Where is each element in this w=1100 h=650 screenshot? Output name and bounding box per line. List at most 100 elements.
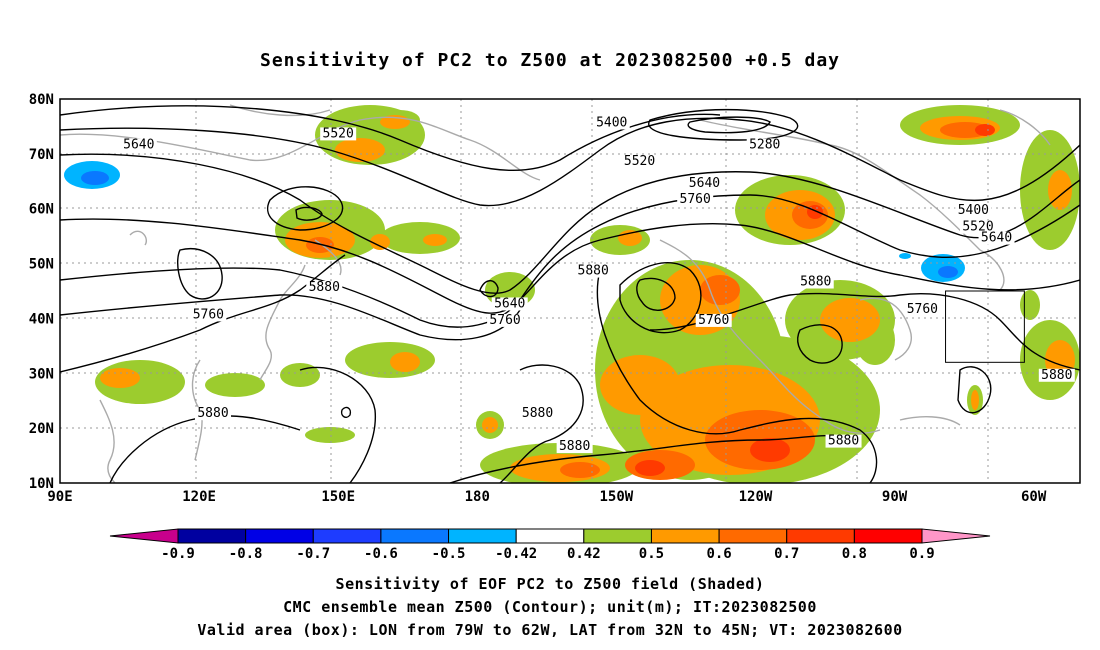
contour-label: 5280	[749, 137, 780, 152]
contour-label: 5760	[489, 313, 520, 328]
colorbar-segment	[177, 528, 247, 544]
colorbar-segment	[312, 528, 382, 544]
contour-label: 5520	[624, 154, 655, 169]
colorbar-low-arrow	[109, 528, 179, 544]
coastlines	[60, 104, 1051, 483]
contour-label: 5640	[981, 231, 1012, 246]
contour-label-bg	[695, 313, 732, 327]
contour-label-bg	[195, 407, 231, 421]
contour-label: 5760	[193, 307, 224, 322]
lon-label: 120W	[739, 489, 773, 505]
colorbar-segment	[786, 528, 855, 544]
z500-contours	[60, 105, 1080, 483]
contour-label-bg	[960, 220, 996, 234]
contour-label-bg	[190, 308, 227, 322]
colorbar-label: -0.42	[495, 546, 537, 562]
latitude-labels: 80N 70N 60N 50N 40N 30N 20N 10N	[29, 92, 54, 492]
contour-label: 5400	[596, 115, 627, 130]
caption-contour: CMC ensemble mean Z500 (Contour); unit(m…	[283, 598, 817, 616]
lat-label: 70N	[29, 147, 54, 163]
contour-label-bg	[746, 138, 783, 152]
colorbar-label: -0.7	[296, 546, 330, 562]
colorbar-label: 0.42	[567, 546, 601, 562]
contour-label: 5880	[559, 439, 590, 454]
contour-label-bg	[120, 138, 157, 152]
colorbar-label: 0.5	[639, 546, 664, 562]
lat-label: 80N	[29, 92, 54, 108]
contour-label-bg	[621, 154, 658, 168]
lon-label: 60W	[1021, 489, 1047, 505]
lat-label: 40N	[29, 311, 54, 327]
lat-label: 60N	[29, 202, 54, 218]
lon-label: 90E	[47, 489, 72, 505]
contour-label-bg	[593, 116, 630, 130]
lon-label: 150E	[321, 489, 355, 505]
colorbar-segment	[853, 528, 923, 544]
contour-label-bg	[686, 176, 723, 190]
colorbar-segment	[583, 528, 652, 544]
contour-label-bg	[487, 313, 524, 327]
sensitivity-shading	[64, 105, 1080, 483]
contour-label-bg	[519, 407, 556, 421]
lat-lon-gridlines	[60, 99, 1080, 483]
contour-label: 5640	[123, 137, 154, 152]
valid-area-box	[945, 290, 1025, 363]
contour-label: 5880	[522, 406, 553, 421]
contour-label: 5880	[578, 264, 609, 279]
caption-shading: Sensitivity of EOF PC2 to Z500 field (Sh…	[335, 575, 765, 593]
lon-label: 180	[465, 489, 490, 505]
caption-valid-area: Valid area (box): LON from 79W to 62W, L…	[197, 621, 903, 639]
contour-label: 5400	[958, 203, 989, 218]
lat-label: 10N	[29, 476, 54, 492]
colorbar-label: 0.8	[842, 546, 867, 562]
contour-label: 5880	[800, 275, 831, 290]
contour-labels: 5640552054005280552056405760540055205640…	[120, 115, 1075, 454]
lon-label: 90W	[882, 489, 908, 505]
colorbar-segment	[650, 528, 720, 544]
colorbar-label: -0.8	[229, 546, 263, 562]
colorbar-label: 0.9	[909, 546, 934, 562]
contour-label-bg	[825, 434, 862, 448]
colorbar-segment	[718, 528, 788, 544]
contour-label-bg	[955, 204, 992, 218]
colorbar-segment	[245, 528, 314, 544]
contour-label: 5880	[197, 406, 228, 421]
contour-label-bg	[1038, 368, 1075, 382]
longitude-labels: 90E 120E 150E 180 150W 120W 90W 60W	[47, 489, 1046, 505]
contour-label-bg	[491, 297, 528, 311]
colorbar-label: -0.9	[161, 546, 195, 562]
contour-label: 5760	[907, 302, 938, 317]
contour-label: 5760	[680, 192, 711, 207]
colorbar-label: -0.5	[432, 546, 466, 562]
lat-label: 20N	[29, 421, 54, 437]
contour-label-bg	[797, 275, 834, 289]
colorbar-segment	[515, 528, 585, 544]
contour-label: 5880	[828, 434, 859, 449]
plot-frame	[59, 98, 1081, 484]
contour-label: 5520	[323, 126, 354, 141]
contour-label: 5880	[1041, 368, 1072, 383]
contour-label-bg	[904, 302, 941, 316]
contour-label-bg	[677, 193, 714, 207]
colorbar-label: 0.6	[706, 546, 731, 562]
lat-label: 30N	[29, 366, 54, 382]
contour-label: 5520	[962, 220, 993, 235]
lon-label: 120E	[182, 489, 216, 505]
contour-label-bg	[556, 440, 593, 454]
contour-label-bg	[320, 127, 357, 141]
contour-label-bg	[978, 231, 1015, 245]
contour-label: 5880	[309, 280, 340, 295]
colorbar-high-arrow	[921, 528, 991, 544]
lat-label: 50N	[29, 257, 54, 273]
contour-label: 5640	[689, 176, 720, 191]
contour-label: 5760	[698, 313, 729, 328]
lon-label: 150W	[600, 489, 634, 505]
colorbar-label: -0.6	[364, 546, 398, 562]
plot-title: Sensitivity of PC2 to Z500 at 2023082500…	[259, 50, 840, 71]
colorbar-segment	[448, 528, 517, 544]
colorbar	[109, 528, 991, 544]
contour-label-bg	[575, 264, 612, 278]
contour-label-bg	[306, 281, 343, 294]
contour-label: 5640	[494, 296, 525, 311]
